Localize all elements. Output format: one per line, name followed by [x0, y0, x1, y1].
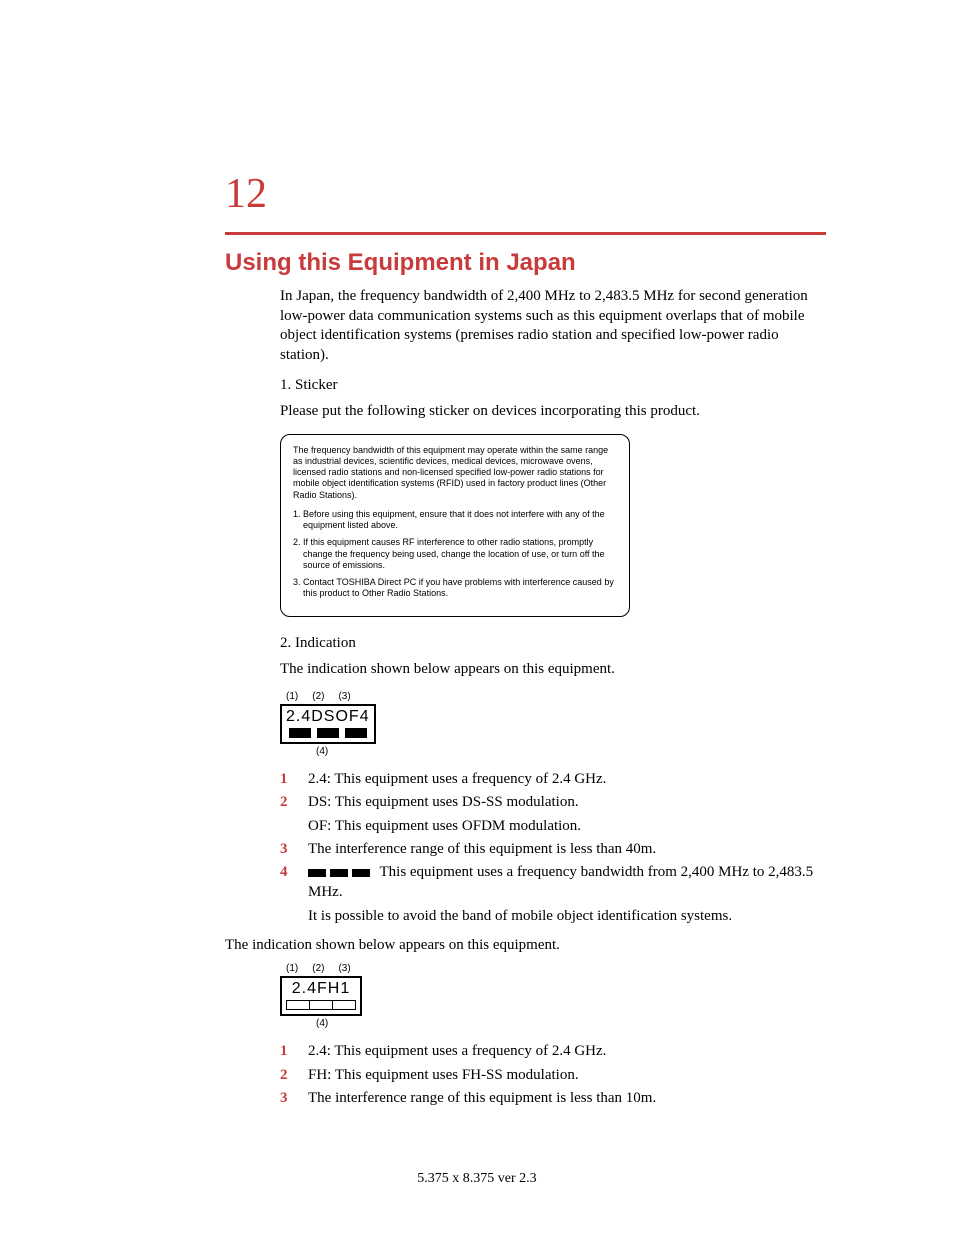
list-number: 3: [280, 1088, 308, 1108]
bar-icon: [345, 728, 367, 738]
list-item: 3 The interference range of this equipme…: [280, 839, 826, 859]
list-item: 1 2.4: This equipment uses a frequency o…: [280, 769, 826, 789]
indicator-bottom-label: (4): [316, 746, 826, 757]
list-item: 1 2.4: This equipment uses a frequency o…: [280, 1041, 826, 1061]
inline-bars-icon: [308, 869, 370, 877]
sticker-heading: 1. Sticker: [280, 377, 826, 394]
indication-heading: 2. Indication: [280, 635, 826, 652]
sticker-box: The frequency bandwidth of this equipmen…: [280, 434, 630, 617]
indicator-label: (3): [338, 963, 350, 974]
bar-icon: [289, 728, 311, 738]
section-heading: Using this Equipment in Japan: [225, 249, 826, 277]
page-number: 12: [225, 170, 826, 218]
list-item: 2 DS: This equipment uses DS-SS modulati…: [280, 792, 826, 812]
sticker-list-item: 1. Before using this equipment, ensure t…: [293, 509, 617, 532]
indicator-top-labels: (1) (2) (3): [286, 691, 826, 702]
indication-lead: The indication shown below appears on th…: [280, 660, 826, 680]
list-item: 3 The interference range of this equipme…: [280, 1088, 826, 1108]
list-number: 4: [280, 862, 308, 903]
body-block: In Japan, the frequency bandwidth of 2,4…: [280, 287, 826, 1108]
indicator-code: 2.4DSOF4: [286, 708, 370, 726]
indicator-box: 2.4DSOF4: [280, 704, 376, 744]
sticker-instruction: Please put the following sticker on devi…: [280, 402, 826, 422]
page-content: 12 Using this Equipment in Japan In Japa…: [0, 0, 954, 1108]
list-text: FH: This equipment uses FH-SS modulation…: [308, 1065, 826, 1085]
list-item: 2 FH: This equipment uses FH-SS modulati…: [280, 1065, 826, 1085]
indicator-bars: [286, 1000, 356, 1010]
list-number: 1: [280, 769, 308, 789]
bar-icon: [317, 728, 339, 738]
indicator-diagram-1: (1) (2) (3) 2.4DSOF4 (4): [280, 691, 826, 757]
indicator-code: 2.4FH1: [286, 980, 356, 998]
list-continuation: OF: This equipment uses OFDM modulation.: [308, 816, 826, 836]
indicator-top-labels: (1) (2) (3): [286, 963, 826, 974]
sticker-list: 1. Before using this equipment, ensure t…: [293, 509, 617, 600]
list-item: 4 This equipment uses a frequency bandwi…: [280, 862, 826, 903]
list-text: 2.4: This equipment uses a frequency of …: [308, 1041, 826, 1061]
indicator-label: (2): [312, 963, 324, 974]
indicator-bottom-label: (4): [316, 1018, 826, 1029]
indication-list-1: 1 2.4: This equipment uses a frequency o…: [280, 769, 826, 926]
list-continuation: It is possible to avoid the band of mobi…: [308, 906, 826, 926]
page-footer: 5.375 x 8.375 ver 2.3: [0, 1171, 954, 1187]
indicator-label: (1): [286, 963, 298, 974]
indicator-label: (2): [312, 691, 324, 702]
sticker-list-item: 3. Contact TOSHIBA Direct PC if you have…: [293, 577, 617, 600]
list-text: The interference range of this equipment…: [308, 839, 826, 859]
intro-paragraph: In Japan, the frequency bandwidth of 2,4…: [280, 287, 826, 365]
list-text: 2.4: This equipment uses a frequency of …: [308, 769, 826, 789]
horizontal-rule: [225, 232, 826, 235]
list-number: 1: [280, 1041, 308, 1061]
list-number: 2: [280, 1065, 308, 1085]
indicator-diagram-2: (1) (2) (3) 2.4FH1 (4): [280, 963, 826, 1029]
list-text: DS: This equipment uses DS-SS modulation…: [308, 792, 826, 812]
indicator-box: 2.4FH1: [280, 976, 362, 1016]
sticker-list-item: 2. If this equipment causes RF interfere…: [293, 537, 617, 571]
list-text-inner: This equipment uses a frequency bandwidt…: [308, 864, 813, 900]
list-number: 2: [280, 792, 308, 812]
list-number: 3: [280, 839, 308, 859]
indicator-label: (1): [286, 691, 298, 702]
list-text: This equipment uses a frequency bandwidt…: [308, 862, 826, 903]
indication-lead-2: The indication shown below appears on th…: [225, 936, 826, 956]
indicator-bars: [286, 728, 370, 738]
indication-list-2: 1 2.4: This equipment uses a frequency o…: [280, 1041, 826, 1108]
sticker-intro-text: The frequency bandwidth of this equipmen…: [293, 445, 617, 501]
bar-wide-icon: [286, 1000, 356, 1010]
indicator-label: (3): [338, 691, 350, 702]
list-text: The interference range of this equipment…: [308, 1088, 826, 1108]
